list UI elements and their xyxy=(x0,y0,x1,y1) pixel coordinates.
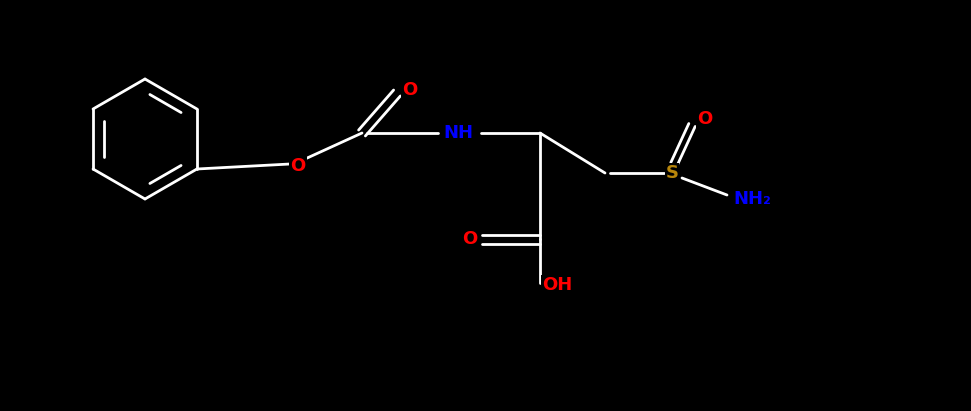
Text: O: O xyxy=(290,157,306,175)
Text: S: S xyxy=(665,164,679,182)
Text: O: O xyxy=(462,230,478,248)
Text: NH: NH xyxy=(443,124,473,142)
Text: NH₂: NH₂ xyxy=(733,190,771,208)
Text: O: O xyxy=(402,81,418,99)
Text: O: O xyxy=(697,110,713,128)
Text: OH: OH xyxy=(542,276,572,294)
